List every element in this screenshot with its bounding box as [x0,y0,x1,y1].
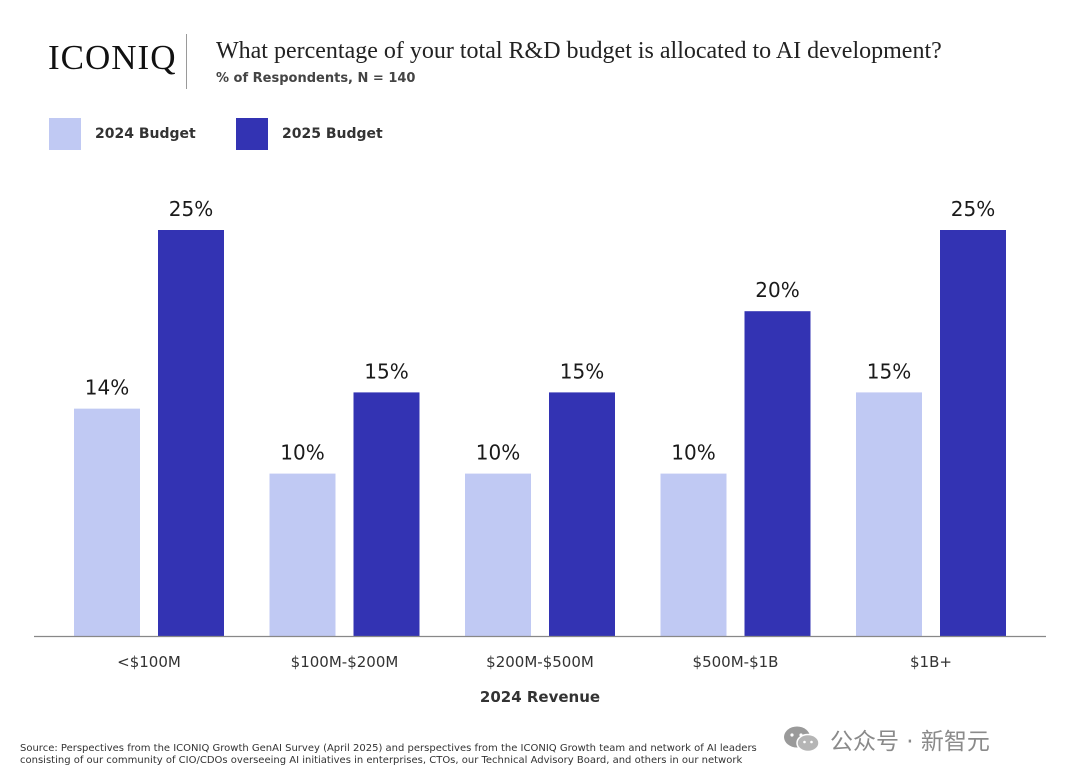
data-label-2024-0: 14% [85,376,129,400]
legend-item-2024: 2024 Budget [49,118,196,150]
brand-logo: ICONIQ [48,38,177,77]
source-line-1: Source: Perspectives from the ICONIQ Gro… [20,743,757,754]
data-label-2025-3: 20% [755,278,799,302]
watermark-text: 公众号 · 新智元 [830,729,990,755]
legend-swatch-2024 [49,118,81,150]
wechat-icon [784,726,820,753]
chart-title: What percentage of your total R&D budget… [216,38,942,64]
data-label-2025-4: 25% [951,197,995,221]
data-label-2024-3: 10% [671,441,715,465]
bar-2025-3 [744,311,811,636]
data-label-2024-1: 10% [280,441,324,465]
bar-2025-1 [353,392,420,636]
x-tick-label-3: $500M-$1B [693,653,779,671]
x-tick-label-4: $1B+ [910,653,952,671]
x-tick-label-2: $200M-$500M [486,653,594,671]
bar-2024-3 [660,473,727,636]
source-note: Source: Perspectives from the ICONIQ Gro… [20,743,760,767]
x-tick-label-1: $100M-$200M [291,653,399,671]
data-label-2025-2: 15% [560,359,604,383]
data-label-2024-2: 10% [476,441,520,465]
legend-item-2025: 2025 Budget [236,118,383,150]
bar-2024-2 [465,473,531,636]
bar-2024-4 [856,392,922,636]
bar-2025-4 [940,230,1006,636]
chart-subtitle: % of Respondents, N = 140 [216,71,416,86]
x-axis-title: 2024 Revenue [480,688,600,706]
bar-2025-0 [158,230,224,636]
x-tick-label-0: <$100M [117,653,181,671]
data-label-2025-0: 25% [169,197,213,221]
legend-label-2025: 2025 Budget [282,126,383,142]
watermark: 公众号 · 新智元 [782,722,990,756]
bar-2024-0 [74,408,140,636]
header-divider [186,34,187,89]
bar-2025-2 [549,392,615,636]
bar-2024-1 [269,473,336,636]
data-label-2024-4: 15% [867,359,911,383]
legend-swatch-2025 [236,118,268,150]
data-label-2025-1: 15% [364,359,408,383]
source-line-2: consisting of our community of CIO/CDOs … [20,755,743,766]
legend-label-2024: 2024 Budget [95,126,196,142]
